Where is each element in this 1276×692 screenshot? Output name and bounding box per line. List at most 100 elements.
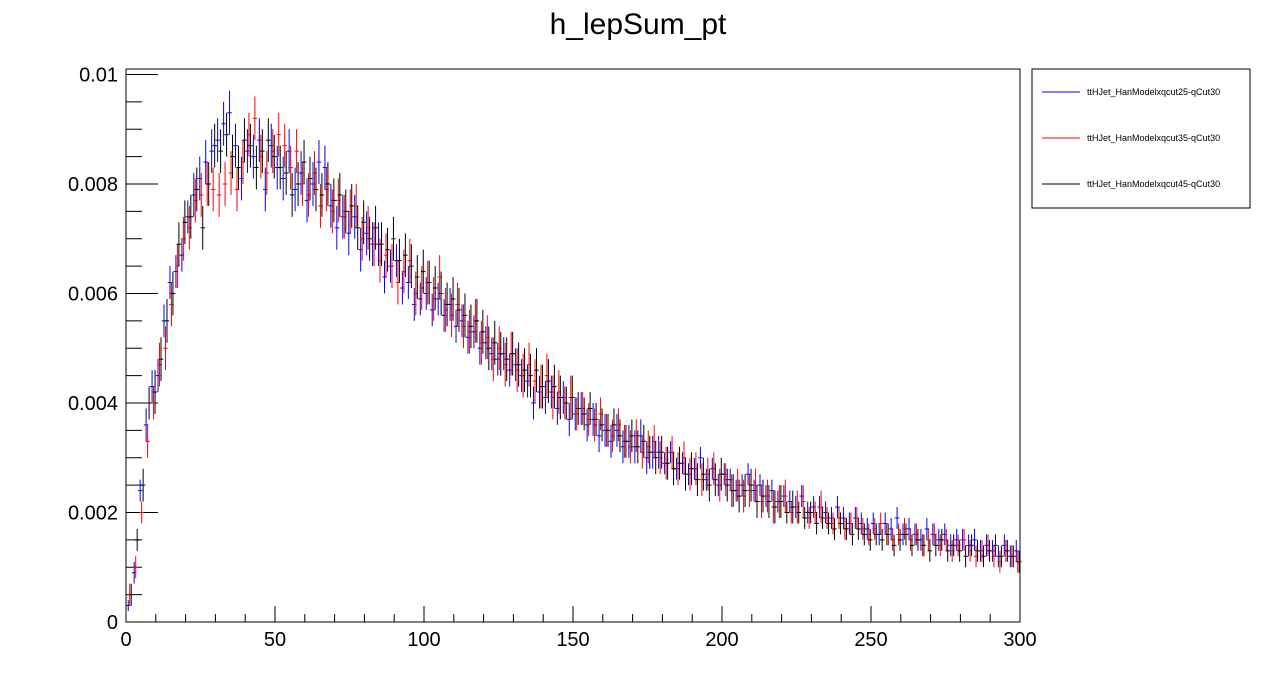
data-point — [199, 173, 204, 217]
data-point — [415, 255, 420, 299]
data-point — [719, 457, 724, 491]
data-point — [999, 545, 1004, 568]
data-point — [200, 205, 205, 250]
data-point — [145, 424, 150, 458]
y-axis: 0 0.002 0.004 0.006 0.008 0.01 — [68, 64, 158, 634]
data-point — [885, 523, 891, 546]
data-point — [510, 331, 515, 376]
data-point — [593, 402, 599, 436]
data-point — [796, 501, 801, 524]
x-tick-label: 150 — [556, 629, 589, 651]
legend: ttHJet_HanModelxqcut25-qCut30 ttHJet_HanM… — [1031, 68, 1251, 209]
data-point — [754, 485, 760, 518]
data-point — [307, 156, 313, 201]
data-point — [251, 134, 256, 179]
data-point — [389, 244, 395, 289]
data-point — [862, 523, 867, 546]
data-point — [252, 96, 258, 141]
data-point — [564, 386, 569, 420]
data-point — [313, 167, 319, 212]
data-point — [343, 189, 349, 234]
data-point — [133, 556, 138, 579]
data-point — [915, 528, 921, 551]
data-point — [760, 479, 766, 513]
data-point — [295, 162, 301, 206]
data-point — [194, 167, 200, 212]
data-point — [325, 162, 331, 206]
data-point — [891, 534, 897, 557]
data-point — [596, 419, 602, 453]
data-point — [438, 271, 444, 316]
data-point — [783, 479, 788, 513]
legend-label: ttHJet_HanModelxqcut45-qCut30 — [1087, 179, 1220, 189]
data-point — [397, 238, 402, 283]
data-point — [850, 523, 855, 546]
x-tick-label: 300 — [1003, 629, 1036, 651]
data-point — [230, 134, 235, 179]
data-point — [969, 534, 974, 557]
x-axis: 0 50 100 150 200 250 300 — [120, 606, 1037, 651]
data-point — [972, 528, 977, 551]
data-point — [216, 173, 222, 217]
data-point — [961, 528, 967, 551]
data-point — [450, 277, 456, 321]
y-tick-label: 0.01 — [79, 64, 118, 86]
data-point — [277, 145, 283, 190]
data-point — [264, 151, 270, 195]
data-point — [221, 101, 226, 146]
data-point — [1011, 545, 1016, 568]
data-point — [158, 337, 164, 382]
data-point — [534, 348, 539, 393]
data-point — [772, 490, 778, 524]
data-point — [784, 501, 790, 524]
data-point — [878, 512, 883, 535]
data-point — [981, 545, 986, 568]
data-point — [134, 528, 140, 551]
data-point — [163, 326, 168, 371]
data-point — [802, 507, 807, 529]
data-point — [170, 271, 176, 316]
data-point — [909, 534, 915, 557]
data-point — [385, 227, 390, 272]
data-point — [272, 134, 277, 179]
data-point — [212, 123, 217, 168]
series-layer — [126, 90, 1022, 612]
data-point — [653, 441, 658, 475]
x-tick-label: 50 — [264, 629, 286, 651]
data-point — [337, 173, 343, 217]
data-point — [379, 222, 384, 267]
data-point — [280, 156, 286, 201]
data-point — [128, 583, 134, 606]
data-point — [254, 145, 259, 190]
data-point — [236, 145, 241, 190]
data-point — [367, 216, 372, 261]
data-point — [873, 523, 879, 546]
data-point — [486, 326, 492, 371]
data-point — [334, 205, 340, 250]
data-point — [468, 304, 474, 349]
data-point — [316, 140, 322, 184]
data-point — [283, 151, 289, 195]
data-point — [1005, 539, 1010, 562]
data-point — [474, 298, 480, 343]
y-tick-label: 0.006 — [68, 283, 118, 305]
data-point — [504, 337, 509, 382]
data-point — [730, 474, 736, 508]
data-point — [641, 424, 647, 458]
data-point — [215, 118, 220, 163]
data-point — [689, 452, 694, 486]
data-point — [373, 205, 378, 250]
data-point — [575, 392, 581, 425]
data-point — [605, 413, 611, 447]
data-point — [319, 173, 325, 217]
data-point — [292, 167, 298, 212]
data-point — [498, 331, 503, 376]
data-point — [987, 539, 992, 562]
data-point — [188, 194, 194, 239]
data-point — [868, 528, 873, 551]
data-point — [480, 309, 486, 354]
data-point — [856, 517, 861, 540]
chart-title: h_lepSum_pt — [550, 8, 727, 41]
data-point — [349, 183, 354, 228]
